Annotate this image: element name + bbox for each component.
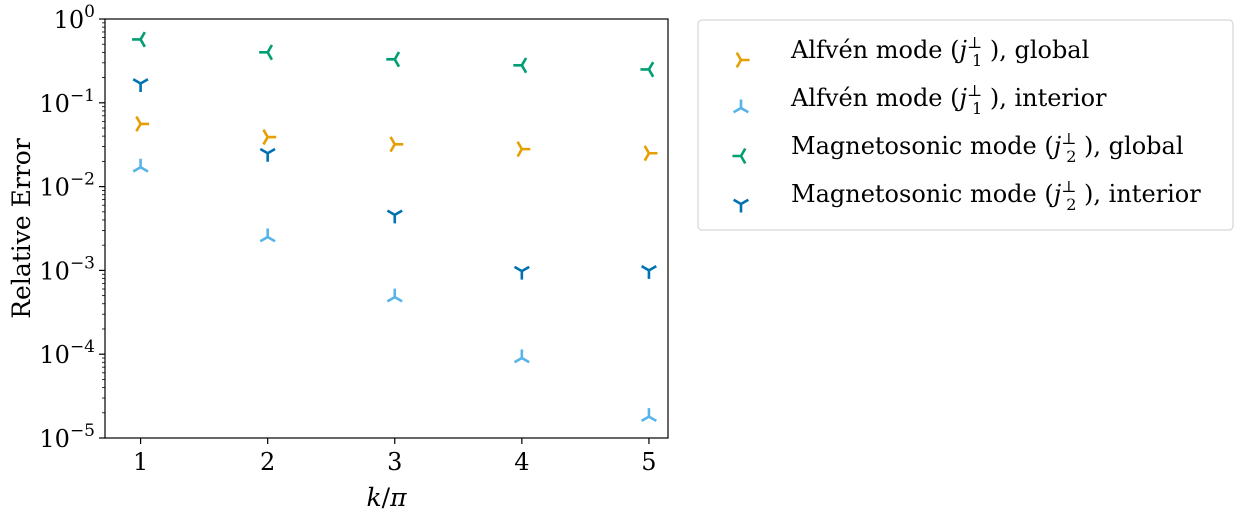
y-tick-label: 10−3 xyxy=(39,253,95,285)
point-series-3 xyxy=(132,31,146,48)
point-series-4 xyxy=(259,147,276,162)
legend-marker xyxy=(732,198,750,213)
point-series-2 xyxy=(132,158,149,173)
legend-marker xyxy=(732,99,750,114)
y-axis-label: Relative Error xyxy=(7,138,36,319)
x-tick-label: 3 xyxy=(387,448,402,476)
point-series-2 xyxy=(259,228,276,243)
y-tick-label: 10−5 xyxy=(39,421,95,453)
point-series-3 xyxy=(259,44,274,61)
point-series-1 xyxy=(135,115,150,132)
legend-entry: Alfvén mode (j⊥ 1 ), interior xyxy=(790,81,1107,118)
point-series-1 xyxy=(643,145,658,162)
x-axis-label: k/π xyxy=(366,483,407,512)
y-tick-label: 100 xyxy=(54,2,95,34)
data-marks xyxy=(132,31,658,422)
point-series-4 xyxy=(386,209,403,224)
point-series-4 xyxy=(640,265,657,279)
legend-marker xyxy=(732,147,747,165)
x-tick-label: 1 xyxy=(133,448,148,476)
x-axis: 1 2 3 4 5 xyxy=(133,438,657,476)
legend-entry: Magnetosonic mode (j⊥ 2 ), interior xyxy=(791,177,1201,214)
point-series-2 xyxy=(513,349,530,364)
x-tick-label: 2 xyxy=(260,448,275,476)
point-series-1 xyxy=(389,136,404,153)
y-tick-label: 10−4 xyxy=(39,337,95,369)
legend: Alfvén mode (j⊥ 1 ), global Alfvén mode (j… xyxy=(697,19,1234,231)
y-axis: 100 10−1 10−2 10−3 10−4 10−5 xyxy=(39,2,105,453)
point-series-1 xyxy=(262,129,277,146)
legend-marker xyxy=(735,51,750,69)
point-series-2 xyxy=(640,408,657,422)
legend-entry: Alfvén mode (j⊥ 1 ), global xyxy=(790,33,1089,70)
y-tick-label: 10−2 xyxy=(39,170,95,202)
point-series-3 xyxy=(640,61,655,78)
point-series-1 xyxy=(516,141,531,158)
plot-frame xyxy=(104,18,669,439)
x-tick-label: 4 xyxy=(514,448,529,476)
x-tick-label: 5 xyxy=(641,448,656,476)
point-series-2 xyxy=(386,288,403,303)
point-series-4 xyxy=(513,265,530,280)
point-series-3 xyxy=(386,51,401,68)
y-tick-label: 10−1 xyxy=(39,86,95,118)
point-series-3 xyxy=(513,57,528,74)
legend-entry: Magnetosonic mode (j⊥ 2 ), global xyxy=(791,129,1184,166)
legend-box xyxy=(697,19,1234,231)
point-series-4 xyxy=(132,78,149,92)
